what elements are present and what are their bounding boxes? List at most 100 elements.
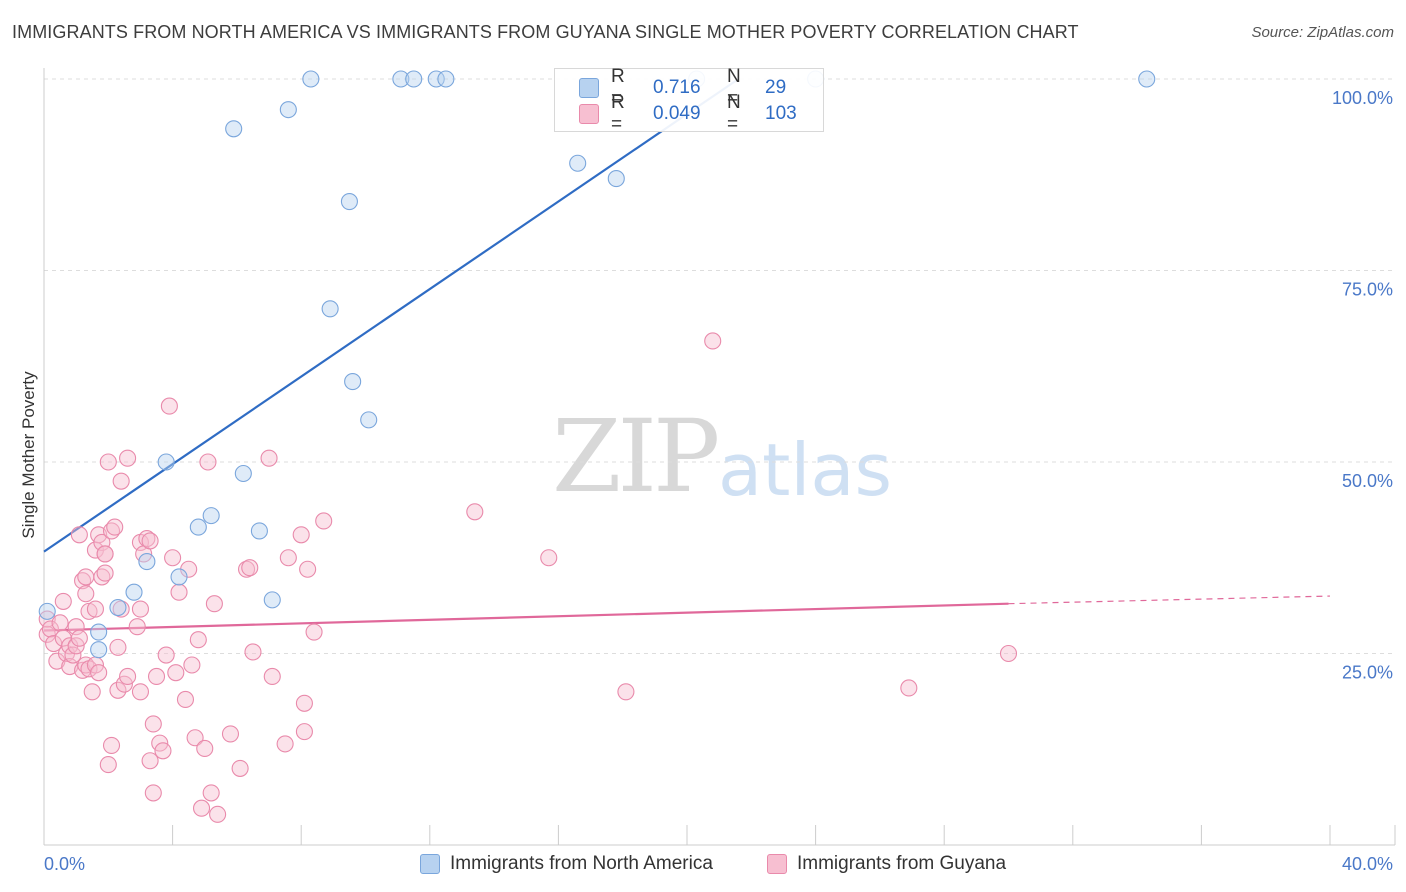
point-guyana [106, 518, 124, 536]
point-north-america [279, 101, 297, 119]
y-tick-label: 100.0% [1332, 88, 1393, 108]
source-label: Source: ZipAtlas.com [1251, 24, 1394, 41]
point-guyana [70, 629, 88, 647]
point-guyana [141, 752, 159, 770]
point-guyana [292, 526, 310, 544]
legend-item-north-america[interactable]: Immigrants from North America [420, 851, 713, 877]
point-guyana [38, 625, 56, 643]
point-north-america [321, 300, 339, 318]
legend-swatch-north-america [420, 854, 440, 874]
r-value-guyana: 0.049 [653, 103, 701, 124]
stats-swatch-guyana [579, 104, 599, 124]
point-guyana [231, 759, 249, 777]
r-label: R = [611, 92, 625, 135]
point-guyana [164, 549, 182, 567]
point-guyana [154, 742, 172, 760]
point-guyana [176, 690, 195, 709]
point-guyana [221, 725, 240, 743]
point-guyana [54, 592, 72, 610]
point-guyana [189, 631, 207, 649]
chart-title: IMMIGRANTS FROM NORTH AMERICA VS IMMIGRA… [12, 22, 1079, 42]
point-north-america [392, 70, 410, 88]
y-tick-label: 25.0% [1342, 663, 1393, 683]
trend-line-guyana-extension [1008, 595, 1331, 605]
data-points [38, 70, 1156, 823]
point-guyana [900, 679, 918, 697]
trend-lines [43, 78, 1331, 632]
point-guyana [90, 664, 108, 682]
point-north-america [170, 568, 188, 586]
point-guyana [41, 620, 59, 638]
point-guyana [96, 564, 114, 582]
point-guyana [109, 681, 127, 699]
point-guyana [279, 549, 297, 567]
legend-item-guyana[interactable]: Immigrants from Guyana [767, 851, 1006, 877]
watermark-atlas: atlas [718, 428, 892, 512]
point-guyana [157, 646, 175, 664]
axes [43, 68, 1396, 846]
point-guyana [147, 667, 166, 686]
point-guyana [109, 638, 127, 656]
n-label: N = [727, 66, 741, 109]
point-guyana [170, 583, 188, 601]
point-north-america [90, 623, 108, 641]
point-north-america [405, 70, 423, 88]
point-north-america [427, 70, 445, 88]
point-guyana [999, 644, 1018, 663]
point-guyana [202, 784, 220, 802]
point-guyana [77, 568, 95, 586]
point-north-america [340, 193, 358, 211]
point-guyana [160, 397, 178, 415]
point-north-america [360, 411, 378, 429]
legend-label-north-america: Immigrants from North America [450, 853, 713, 874]
point-guyana [64, 646, 82, 664]
point-guyana [77, 585, 95, 603]
r-label: R = [611, 66, 625, 109]
legend-swatch-guyana [767, 854, 787, 874]
point-guyana [138, 530, 156, 548]
point-guyana [209, 805, 227, 823]
point-north-america [138, 553, 156, 571]
point-guyana [315, 512, 333, 530]
point-guyana [99, 453, 117, 471]
y-axis-label: Single Mother Poverty [19, 371, 38, 539]
point-guyana [70, 526, 88, 544]
point-north-america [344, 373, 362, 391]
legend-label-guyana: Immigrants from Guyana [797, 853, 1007, 874]
point-guyana [199, 453, 217, 471]
point-guyana [99, 756, 117, 774]
point-north-america [90, 641, 108, 659]
point-guyana [51, 614, 69, 632]
stats-box: R = 0.716 N = 29 R = 0.049 N = 103 [554, 66, 824, 135]
point-guyana [466, 503, 484, 521]
point-north-america [109, 598, 127, 617]
point-guyana [167, 664, 185, 682]
point-guyana [299, 560, 317, 578]
point-north-america [302, 70, 320, 88]
point-guyana [183, 656, 201, 674]
r-value-north-america: 0.716 [653, 77, 701, 98]
point-guyana [83, 683, 101, 701]
x-tick-label: 0.0% [44, 854, 85, 874]
point-north-america [157, 453, 175, 471]
n-value-guyana: 103 [765, 103, 797, 124]
point-north-america [1138, 70, 1156, 88]
point-north-america [225, 120, 243, 138]
point-guyana [260, 449, 278, 467]
point-guyana [617, 683, 635, 701]
y-tick-label: 75.0% [1342, 280, 1393, 300]
point-guyana [305, 623, 323, 641]
point-north-america [202, 507, 220, 525]
y-tick-label: 50.0% [1342, 471, 1393, 491]
point-guyana [128, 618, 146, 636]
trend-line-guyana [43, 602, 1009, 632]
point-guyana [131, 683, 149, 701]
point-guyana [144, 715, 162, 733]
point-guyana [205, 595, 223, 613]
n-value-north-america: 29 [765, 77, 787, 98]
point-guyana [112, 472, 130, 490]
point-guyana [86, 600, 104, 618]
trend-line-north-america [43, 78, 740, 553]
point-guyana [295, 694, 313, 712]
point-north-america [569, 154, 587, 172]
